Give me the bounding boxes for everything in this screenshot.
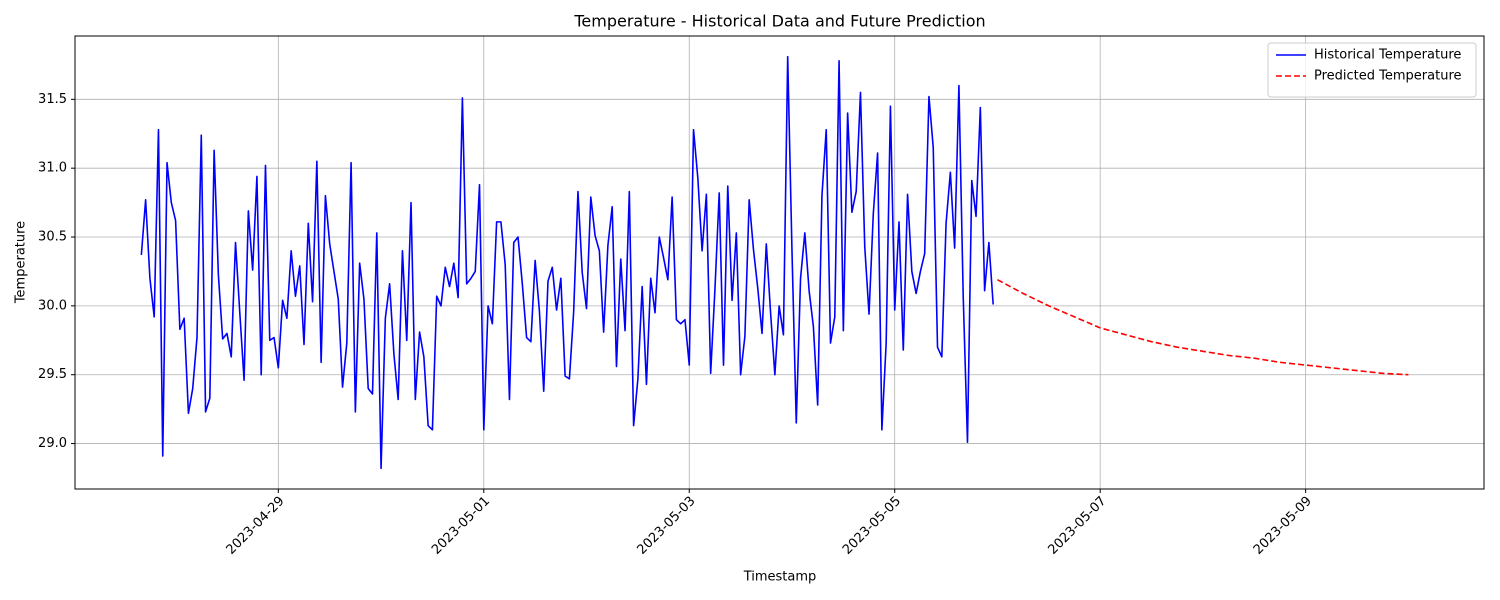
- data-line: [140, 55, 994, 470]
- legend-label: Predicted Temperature: [1314, 69, 1462, 84]
- y-tick-label: 31.5: [38, 92, 67, 107]
- y-tick-label: 30.0: [38, 298, 67, 313]
- plot-frame: [74, 35, 1485, 490]
- y-tick-label: 29.0: [38, 436, 67, 451]
- y-tick-label: 31.0: [38, 161, 67, 176]
- y-tick-label: 29.5: [38, 367, 67, 382]
- x-axis-label: Timestamp: [743, 570, 817, 585]
- y-axis-label: Temperature: [14, 221, 29, 304]
- legend-box: [1267, 42, 1477, 98]
- data-line: [997, 279, 1409, 376]
- chart-title: Temperature - Historical Data and Future…: [573, 12, 985, 31]
- legend-label: Historical Temperature: [1314, 48, 1461, 63]
- y-tick-label: 30.5: [38, 230, 67, 245]
- plot-lines: [140, 55, 1409, 470]
- legend: Historical Temperature Predicted Temperat…: [1267, 42, 1477, 98]
